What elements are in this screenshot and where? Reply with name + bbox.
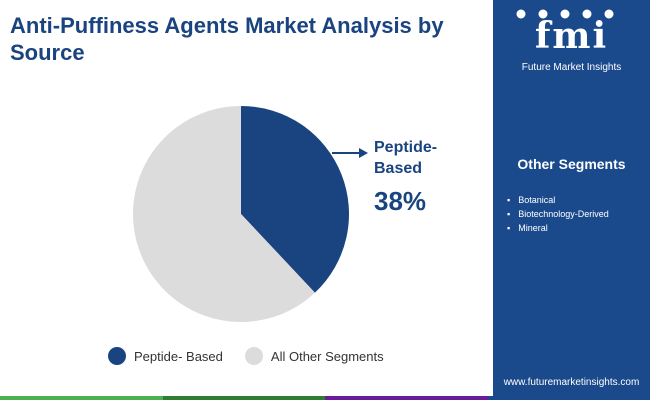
pie-slice-0 xyxy=(241,106,349,293)
legend-label-other: All Other Segments xyxy=(270,348,384,364)
legend-item-other: All Other Segments xyxy=(244,347,384,365)
website-url[interactable]: www.futuremarketinsights.com xyxy=(503,377,640,388)
fmi-logo: fmi Future Market Insights xyxy=(493,8,650,73)
bottom-bar-segment-2 xyxy=(162,396,325,400)
logo-brand: fmi xyxy=(534,15,609,57)
legend-swatch-other xyxy=(244,347,263,365)
legend-label-peptide: Peptide- Based xyxy=(134,348,223,364)
bottom-bar-segment-3 xyxy=(325,396,488,400)
legend-swatch-peptide xyxy=(108,347,126,365)
other-segments-heading: Other Segments xyxy=(517,156,626,172)
callout-label-line1: Peptide- xyxy=(374,139,437,156)
legend: Peptide- Based All Other Segments xyxy=(108,347,406,365)
bottom-color-bar xyxy=(0,396,650,400)
segment-item-biotechnology: Biotechnology-Derived xyxy=(507,207,609,221)
bottom-bar-segment-1 xyxy=(0,396,163,400)
callout-label-line2: Based xyxy=(374,160,422,177)
bottom-bar-segment-4 xyxy=(487,396,650,400)
segment-item-mineral: Mineral xyxy=(507,221,609,235)
callout-value: 38% xyxy=(374,186,426,216)
logo-subtitle: Future Market Insights xyxy=(521,62,622,73)
pie-chart: Peptide- Based 38% xyxy=(133,106,437,322)
legend-item-peptide: Peptide- Based xyxy=(108,347,223,365)
callout-arrow-head xyxy=(359,148,368,158)
chart-title: Anti-Puffiness Agents Market Analysis by… xyxy=(10,13,444,65)
pie-slice-1 xyxy=(133,106,315,322)
logo-icons xyxy=(516,9,614,19)
other-segments-list: Botanical Biotechnology-Derived Mineral xyxy=(507,193,609,235)
pie-slices xyxy=(133,106,349,322)
sidebar: fmi Future Market Insights Other Segment… xyxy=(493,0,650,396)
segment-item-botanical: Botanical xyxy=(507,193,609,207)
